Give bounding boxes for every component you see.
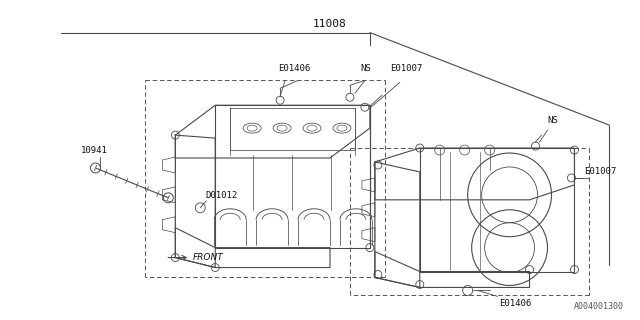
Text: 10941: 10941 (81, 146, 108, 155)
Text: E01007: E01007 (390, 64, 422, 73)
Text: A004001300: A004001300 (574, 302, 625, 311)
Text: E01406: E01406 (500, 300, 532, 308)
Text: E01406: E01406 (278, 64, 310, 73)
Text: FRONT: FRONT (192, 253, 223, 262)
Text: NS: NS (360, 64, 371, 73)
Text: NS: NS (547, 116, 558, 125)
Text: 11008: 11008 (313, 19, 347, 28)
Text: D01012: D01012 (205, 191, 237, 200)
Text: E01007: E01007 (584, 167, 617, 176)
